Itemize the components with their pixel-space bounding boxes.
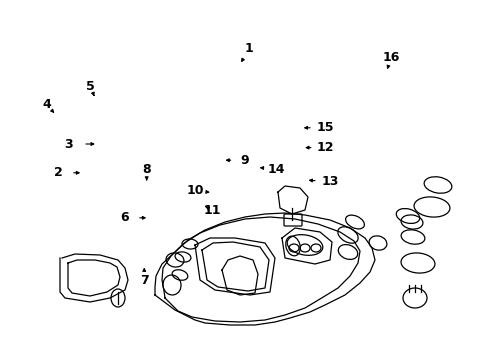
Text: 1: 1 [244, 42, 253, 55]
Text: 16: 16 [382, 51, 399, 64]
Text: 2: 2 [54, 166, 63, 179]
Text: 10: 10 [186, 184, 204, 197]
Text: 4: 4 [42, 98, 51, 111]
Text: 7: 7 [140, 274, 148, 287]
Text: 13: 13 [321, 175, 338, 188]
Text: 15: 15 [316, 121, 333, 134]
Text: 3: 3 [64, 138, 73, 150]
Text: 5: 5 [86, 80, 95, 93]
Text: 14: 14 [267, 163, 285, 176]
Text: 12: 12 [316, 141, 333, 154]
Text: 6: 6 [120, 211, 129, 224]
Text: 9: 9 [240, 154, 248, 167]
Text: 11: 11 [203, 204, 221, 217]
Text: 8: 8 [142, 163, 151, 176]
